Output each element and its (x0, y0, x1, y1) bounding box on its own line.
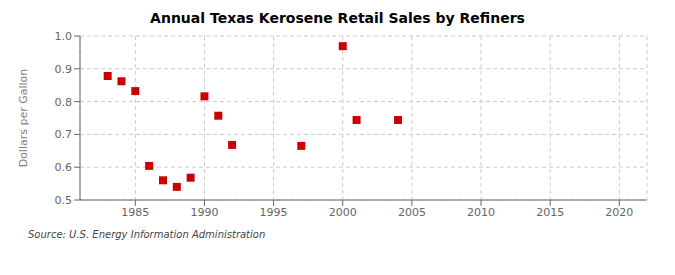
svg-text:2020: 2020 (605, 206, 633, 219)
svg-text:0.8: 0.8 (55, 96, 73, 109)
svg-text:0.9: 0.9 (55, 63, 73, 76)
svg-text:2000: 2000 (329, 206, 357, 219)
svg-text:2010: 2010 (467, 206, 495, 219)
svg-text:0.6: 0.6 (55, 161, 73, 174)
svg-text:1.0: 1.0 (55, 30, 73, 43)
svg-text:1990: 1990 (190, 206, 218, 219)
svg-text:Dollars per Gallon: Dollars per Gallon (17, 69, 30, 168)
svg-text:1995: 1995 (260, 206, 288, 219)
svg-text:0.5: 0.5 (55, 194, 73, 207)
svg-text:2015: 2015 (536, 206, 564, 219)
html-text:Annual Texas Kerosene Retail S: Annual Texas Kerosene Retail Sales by Re… (150, 10, 525, 26)
svg-text:2005: 2005 (398, 206, 426, 219)
svg-text:0.7: 0.7 (55, 128, 73, 141)
html-text:Source: U.S. Energy Informatio: Source: U.S. Energy Information Administ… (28, 229, 266, 240)
svg-text:1985: 1985 (121, 206, 149, 219)
